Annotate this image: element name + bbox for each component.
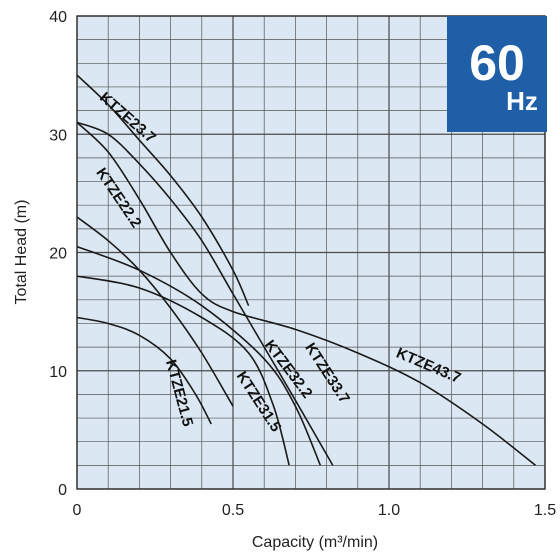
curve-ktze23-7 <box>76 74 250 307</box>
curve-ktze21-5 <box>76 316 212 425</box>
y-tick-label: 20 <box>49 246 67 263</box>
frequency-badge: 60 Hz <box>447 16 547 132</box>
curve-ktze32-2 <box>76 245 322 466</box>
y-tick-label: 30 <box>49 127 67 144</box>
badge-background <box>447 16 547 132</box>
curve-ktze33-7 <box>76 121 334 466</box>
y-axis-ticks: 0 10 20 30 40 <box>49 9 67 499</box>
y-tick-label: 40 <box>49 9 67 26</box>
curve-ktze22-2 <box>76 216 234 407</box>
curve-ktze43-7 <box>76 121 537 467</box>
badge-value: 60 <box>469 35 525 91</box>
series-curves <box>76 74 537 467</box>
x-tick-label: 1.5 <box>534 502 556 519</box>
badge-unit: Hz <box>506 86 538 116</box>
x-tick-label: 0.5 <box>222 502 244 519</box>
x-axis-title: Capacity (m³/min) <box>252 534 378 551</box>
x-axis-ticks: 0 0.5 1.0 1.5 <box>73 502 557 519</box>
plot-border <box>76 15 546 490</box>
y-tick-label: 10 <box>49 364 67 381</box>
x-tick-label: 0 <box>73 502 82 519</box>
y-axis-title: Total Head (m) <box>13 200 30 305</box>
y-tick-label: 0 <box>58 482 67 499</box>
x-tick-label: 1.0 <box>378 502 400 519</box>
curve-ktze31-5 <box>76 275 290 466</box>
